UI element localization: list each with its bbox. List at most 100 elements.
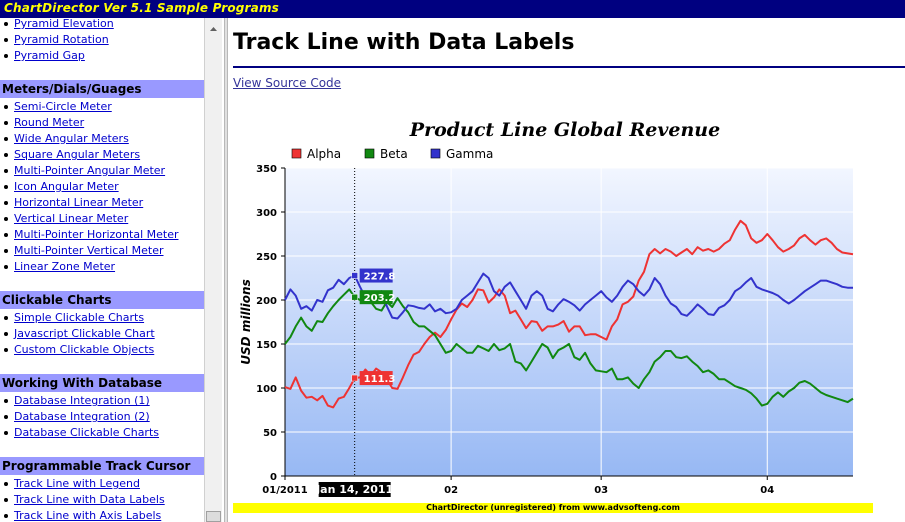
sidebar-item-label[interactable]: Horizontal Linear Meter bbox=[14, 196, 144, 209]
sidebar-item-label[interactable]: Database Integration (1) bbox=[14, 394, 150, 407]
sidebar-item-horizontal-linear-meter[interactable]: Horizontal Linear Meter bbox=[2, 195, 143, 211]
track-point-alpha bbox=[351, 374, 358, 382]
sidebar-item-label[interactable]: Multi-Pointer Vertical Meter bbox=[14, 244, 164, 257]
sidebar-item-simple-clickable-charts[interactable]: Simple Clickable Charts bbox=[2, 310, 144, 326]
bullet-icon bbox=[4, 137, 8, 141]
sidebar-item-label[interactable]: Wide Angular Meters bbox=[14, 132, 129, 145]
scroll-up-arrow-icon[interactable] bbox=[207, 23, 220, 36]
chart-legend: Alpha Beta Gamma bbox=[291, 147, 493, 161]
track-label-bg-beta bbox=[359, 290, 393, 305]
sidebar-item-label[interactable]: Linear Zone Meter bbox=[14, 260, 116, 273]
sidebar-item-label[interactable]: Database Clickable Charts bbox=[14, 426, 160, 439]
sidebar-item-square-angular-meters[interactable]: Square Angular Meters bbox=[2, 147, 140, 163]
sidebar-item-track-line-with-legend[interactable]: Track Line with Legend bbox=[2, 476, 140, 492]
track-label-beta: 203.2 bbox=[364, 293, 396, 304]
sidebar-item-track-line-with-axis-labels[interactable]: Track Line with Axis Labels bbox=[2, 508, 161, 522]
sidebar-item-label[interactable]: Semi-Circle Meter bbox=[14, 100, 112, 113]
sidebar-item-icon-angular-meter[interactable]: Icon Angular Meter bbox=[2, 179, 119, 195]
bullet-icon bbox=[4, 201, 8, 205]
bullet-icon bbox=[4, 265, 8, 269]
sidebar-item-database-clickable-charts[interactable]: Database Clickable Charts bbox=[2, 425, 159, 441]
bullet-icon bbox=[4, 514, 8, 518]
plot-area bbox=[285, 168, 853, 476]
track-label-bg-gamma bbox=[359, 268, 393, 283]
sidebar-item-database-integration-2[interactable]: Database Integration (2) bbox=[2, 409, 150, 425]
section-header-clickable-charts: Clickable Charts bbox=[0, 291, 204, 309]
view-source-link[interactable]: View Source Code bbox=[233, 76, 342, 90]
sidebar-item-wide-angular-meters[interactable]: Wide Angular Meters bbox=[2, 131, 129, 147]
legend-swatch-alpha bbox=[291, 148, 302, 159]
app-title: ChartDirector Ver 5.1 Sample Programs bbox=[4, 1, 280, 15]
sidebar-item-multi-pointer-vertical-meter[interactable]: Multi-Pointer Vertical Meter bbox=[2, 243, 164, 259]
x-tick-label: 03 bbox=[594, 485, 608, 496]
bullet-icon bbox=[4, 153, 8, 157]
sidebar-item-vertical-linear-meter[interactable]: Vertical Linear Meter bbox=[2, 211, 128, 227]
scrollbar-thumb[interactable] bbox=[206, 511, 221, 522]
bullet-icon bbox=[4, 415, 8, 419]
sidebar-scrollbar[interactable] bbox=[204, 18, 222, 522]
y-tick-label: 350 bbox=[256, 164, 277, 175]
bullet-icon bbox=[4, 105, 8, 109]
revenue-chart[interactable]: Product Line Global Revenue Alpha Beta Gam… bbox=[230, 104, 870, 500]
bullet-icon bbox=[4, 482, 8, 486]
sidebar-item-label[interactable]: Pyramid Rotation bbox=[14, 33, 109, 46]
x-tick-label: 04 bbox=[760, 485, 774, 496]
sidebar-item-pyramid-gap[interactable]: Pyramid Gap bbox=[2, 48, 85, 64]
sidebar-item-label[interactable]: Pyramid Elevation bbox=[14, 18, 114, 30]
track-date-label-bg bbox=[318, 482, 391, 497]
x-tick-label: 02 bbox=[444, 485, 458, 496]
sidebar-item-label[interactable]: Pyramid Gap bbox=[14, 49, 85, 62]
sidebar-item-pyramid-elevation[interactable]: Pyramid Elevation bbox=[2, 18, 114, 32]
sidebar-item-label[interactable]: Track Line with Axis Labels bbox=[14, 509, 162, 522]
legend-label-gamma: Gamma bbox=[446, 147, 493, 161]
sidebar-item-label[interactable]: Multi-Pointer Angular Meter bbox=[14, 164, 166, 177]
chartdirector-footer: ChartDirector (unregistered) from www.ad… bbox=[233, 503, 873, 513]
section-header-programmable-track-cursor: Programmable Track Cursor bbox=[0, 457, 204, 475]
sidebar-item-label[interactable]: Track Line with Data Labels bbox=[14, 493, 165, 506]
bullet-icon bbox=[4, 249, 8, 253]
section-header-meters: Meters/Dials/Guages bbox=[0, 80, 204, 98]
app-header: ChartDirector Ver 5.1 Sample Programs bbox=[0, 0, 905, 18]
sidebar-item-label[interactable]: Custom Clickable Objects bbox=[14, 343, 155, 356]
sidebar-item-label[interactable]: Icon Angular Meter bbox=[14, 180, 119, 193]
sidebar-item-linear-zone-meter[interactable]: Linear Zone Meter bbox=[2, 259, 115, 275]
sidebar-item-label[interactable]: Square Angular Meters bbox=[14, 148, 141, 161]
sidebar-item-pyramid-rotation[interactable]: Pyramid Rotation bbox=[2, 32, 109, 48]
legend-label-alpha: Alpha bbox=[307, 147, 341, 161]
bullet-icon bbox=[4, 316, 8, 320]
sidebar-item-round-meter[interactable]: Round Meter bbox=[2, 115, 84, 131]
track-date-label: Jan 14, 2011 bbox=[315, 483, 393, 496]
sidebar-item-label[interactable]: Vertical Linear Meter bbox=[14, 212, 129, 225]
sidebar-item-label[interactable]: Multi-Pointer Horizontal Meter bbox=[14, 228, 179, 241]
series-line-beta bbox=[284, 288, 854, 407]
sidebar-item-label[interactable]: Round Meter bbox=[14, 116, 85, 129]
page-title: Track Line with Data Labels bbox=[233, 30, 575, 55]
bullet-icon bbox=[4, 233, 8, 237]
sidebar-item-custom-clickable-objects[interactable]: Custom Clickable Objects bbox=[2, 342, 154, 358]
y-tick-label: 50 bbox=[263, 428, 277, 439]
series-line-alpha bbox=[284, 219, 854, 409]
bullet-icon bbox=[4, 22, 8, 26]
sidebar-item-multi-pointer-angular-meter[interactable]: Multi-Pointer Angular Meter bbox=[2, 163, 165, 179]
bullet-icon bbox=[4, 399, 8, 403]
track-label-bg-alpha bbox=[359, 371, 393, 386]
sidebar-item-label[interactable]: Simple Clickable Charts bbox=[14, 311, 145, 324]
bullet-icon bbox=[4, 217, 8, 221]
bullet-icon bbox=[4, 431, 8, 435]
track-label-alpha: 111.3 bbox=[364, 374, 396, 385]
sidebar-item-semi-circle-meter[interactable]: Semi-Circle Meter bbox=[2, 99, 112, 115]
sidebar-item-label[interactable]: Track Line with Legend bbox=[14, 477, 140, 490]
sidebar-item-multi-pointer-horizontal-meter[interactable]: Multi-Pointer Horizontal Meter bbox=[2, 227, 178, 243]
y-axis-ticks: 0 50 100 150 200 250 300 350 bbox=[256, 164, 285, 483]
y-tick-label: 100 bbox=[256, 384, 277, 395]
sidebar-item-label[interactable]: Javascript Clickable Chart bbox=[14, 327, 155, 340]
sidebar-item-database-integration-1[interactable]: Database Integration (1) bbox=[2, 393, 150, 409]
sidebar-item-label[interactable]: Database Integration (2) bbox=[14, 410, 150, 423]
y-tick-label: 200 bbox=[256, 296, 277, 307]
sidebar-item-javascript-clickable-chart[interactable]: Javascript Clickable Chart bbox=[2, 326, 155, 342]
bullet-icon bbox=[4, 38, 8, 42]
y-tick-label: 150 bbox=[256, 340, 277, 351]
frame-divider[interactable] bbox=[224, 18, 228, 522]
x-tick-label: 01/2011 bbox=[262, 485, 307, 496]
sidebar-item-track-line-with-data-labels[interactable]: Track Line with Data Labels bbox=[2, 492, 165, 508]
